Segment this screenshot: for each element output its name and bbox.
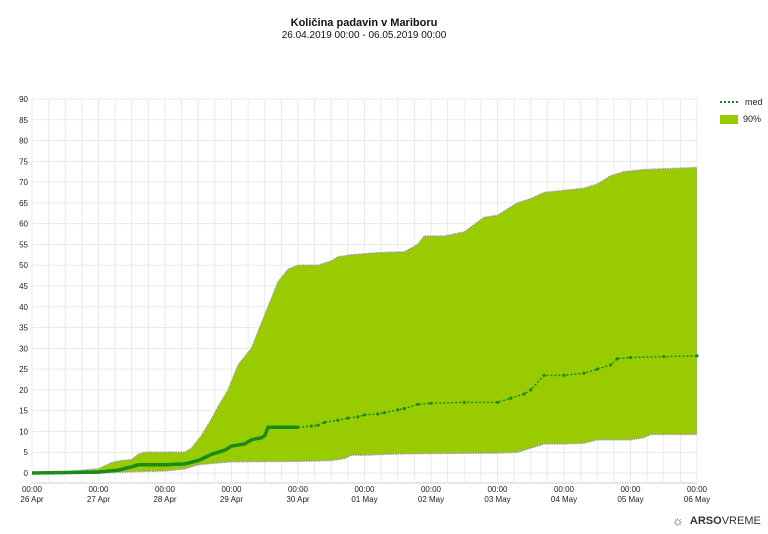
median-point [402, 406, 406, 411]
median-point [509, 396, 513, 400]
median-point [323, 420, 327, 424]
y-tick-label: 55 [19, 240, 28, 249]
x-tick-date: 30 Apr [286, 495, 309, 504]
x-tick-time: 00:00 [620, 485, 641, 494]
brand-light: VREME [721, 514, 761, 527]
y-tick-label: 10 [19, 427, 28, 436]
dotted-line-swatch-icon [720, 101, 740, 103]
median-point [416, 402, 420, 407]
median-point [316, 423, 320, 427]
y-tick-label: 30 [19, 344, 28, 353]
median-observed-line [31, 425, 298, 475]
y-tick-label: 65 [19, 199, 28, 208]
y-tick-label: 70 [19, 178, 28, 187]
median-point [356, 415, 360, 419]
x-tick-date: 06 May [684, 495, 710, 504]
y-tick-label: 35 [19, 324, 28, 333]
median-point [595, 367, 599, 371]
median-point [542, 373, 546, 377]
x-tick-time: 00:00 [221, 485, 242, 494]
x-tick-date: 05 May [617, 495, 643, 504]
chart-subtitle: 26.04.2019 00:00 - 06.05.2019 00:00 [281, 30, 447, 41]
y-tick-label: 25 [19, 365, 28, 374]
median-point [346, 416, 350, 420]
brand-bold: ARSO [689, 514, 722, 527]
legend-label: 90% [743, 114, 762, 124]
x-tick-time: 00:00 [354, 485, 375, 494]
y-tick-label: 40 [19, 303, 28, 312]
median-point [662, 355, 666, 359]
legend-item-med[interactable]: med [720, 97, 763, 107]
y-tick-label: 50 [19, 261, 28, 270]
x-tick-time: 00:00 [155, 485, 176, 494]
median-point [695, 354, 699, 358]
median-point [336, 418, 340, 422]
x-tick-date: 03 May [484, 495, 510, 504]
legend-label: med [745, 97, 763, 107]
x-tick-date: 26 Apr [20, 495, 43, 504]
median-point [562, 373, 566, 377]
y-tick-label: 80 [19, 137, 28, 146]
y-tick-label: 45 [19, 282, 28, 291]
median-point [382, 411, 387, 415]
x-tick-date: 27 Apr [87, 495, 110, 504]
y-tick-label: 0 [24, 469, 29, 478]
median-point [529, 388, 533, 392]
median-point [462, 400, 466, 404]
y-tick-label: 20 [19, 386, 28, 395]
median-point [522, 392, 526, 396]
x-tick-date: 04 May [551, 495, 577, 504]
x-tick-time: 00:00 [487, 485, 508, 494]
x-tick-date: 02 May [418, 495, 444, 504]
x-tick-date: 28 Apr [153, 495, 176, 504]
x-tick-time: 00:00 [288, 485, 309, 494]
chart-title: Količina padavin v Mariboru [290, 17, 438, 29]
y-tick-label: 5 [24, 448, 29, 457]
band-lower-line [32, 433, 697, 474]
median-point [362, 413, 367, 417]
y-tick-label: 75 [19, 157, 28, 166]
x-tick-time: 00:00 [88, 485, 109, 494]
median-forecast-line [297, 355, 698, 429]
x-tick-date: 29 Apr [220, 495, 243, 504]
arso-logo: ☼ ARSOVREME [672, 513, 761, 528]
y-tick-label: 15 [19, 407, 28, 416]
band-90pct-area [32, 167, 697, 474]
x-tick-date: 01 May [351, 495, 377, 504]
x-tick-time: 00:00 [22, 485, 43, 494]
median-point [429, 401, 433, 405]
x-tick-time: 00:00 [554, 485, 575, 494]
median-point [296, 425, 300, 429]
x-tick-time: 00:00 [687, 485, 708, 494]
x-tick-time: 00:00 [421, 485, 442, 494]
median-point [396, 408, 400, 412]
sun-logo-icon: ☼ [672, 513, 684, 528]
median-point [309, 424, 313, 428]
area-swatch-icon [720, 114, 738, 124]
y-tick-label: 85 [19, 116, 28, 125]
median-point [495, 400, 500, 404]
band-upper-line [31, 166, 698, 474]
median-point [376, 412, 380, 416]
y-tick-label: 60 [19, 220, 28, 229]
median-point [628, 355, 633, 360]
legend-item-90pct[interactable]: 90% [720, 114, 761, 124]
y-tick-label: 90 [19, 95, 28, 104]
median-point [608, 363, 613, 367]
median-point [582, 371, 586, 375]
median-point [615, 357, 619, 361]
